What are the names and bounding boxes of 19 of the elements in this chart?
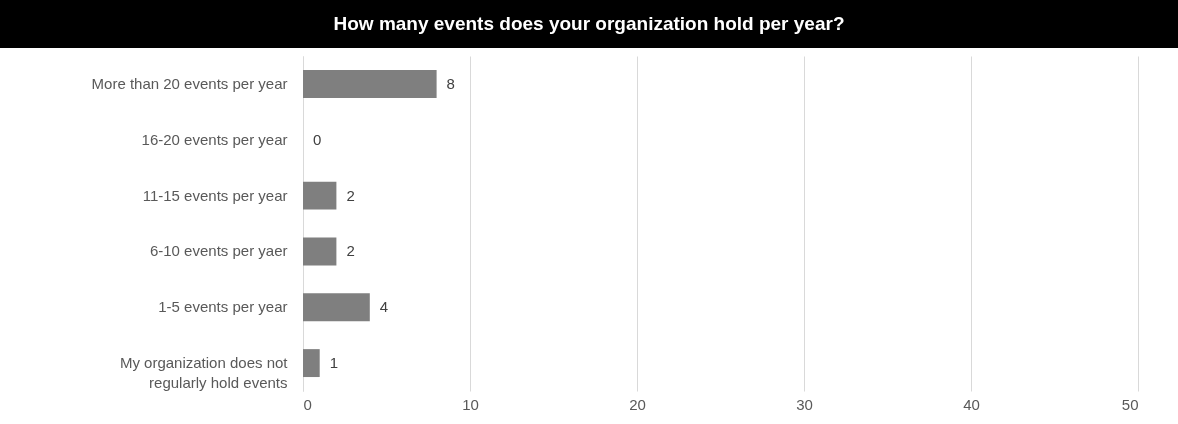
x-tick-label: 0 xyxy=(303,395,312,413)
data-label: 2 xyxy=(346,242,355,260)
y-tick-label: 16-20 events per year xyxy=(141,130,288,148)
data-label: 8 xyxy=(446,74,455,92)
y-tick-label: More than 20 events per year xyxy=(91,74,288,92)
y-tick-label: 6-10 events per yaer xyxy=(149,242,288,260)
data-label: 1 xyxy=(329,354,339,372)
y-tick-label: 11-15 events per year xyxy=(142,186,288,204)
data-label: 2 xyxy=(346,186,355,204)
x-tick-label: 10 xyxy=(462,395,479,413)
chart-title: How many events does your organization hold per year? xyxy=(0,0,1178,48)
data-label: 4 xyxy=(379,298,389,316)
x-tick-label: 30 xyxy=(796,395,813,413)
y-tick-label: 1-5 events per year xyxy=(158,298,288,316)
data-label: 0 xyxy=(313,130,322,148)
x-tick-label: 40 xyxy=(963,395,980,413)
x-tick-label: 50 xyxy=(1121,395,1139,413)
x-tick-label: 20 xyxy=(629,395,646,413)
y-tick-label: My organization does not regularly hold events xyxy=(119,354,289,392)
